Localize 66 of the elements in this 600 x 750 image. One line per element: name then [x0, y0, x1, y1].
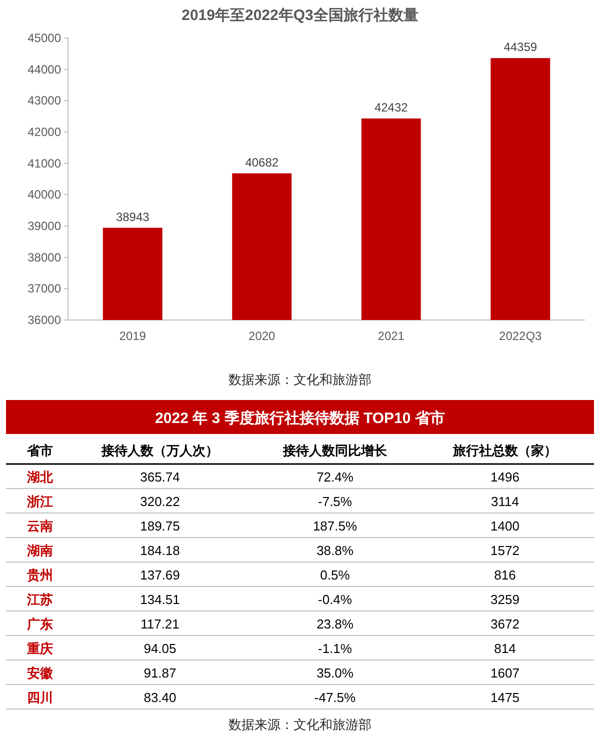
category-label: 重庆 [27, 640, 53, 656]
text: 省市 [26, 443, 53, 458]
text: 2022 年 3 季度旅行社接待数据 TOP10 省市 [155, 409, 445, 427]
category-label: 接待人数同比增长 [282, 443, 388, 458]
y-tick-label: 39000 [28, 219, 62, 233]
x-tick-label: 2022Q3 [499, 329, 542, 343]
text: 0.5% [320, 567, 350, 582]
text: 1475 [490, 690, 520, 705]
category-label: 浙江 [27, 494, 53, 509]
text: 320.22 [140, 494, 180, 509]
text: -47.5% [314, 690, 356, 705]
text: 184.18 [140, 542, 180, 558]
y-tick-label: 37000 [28, 282, 62, 296]
data-label: 44359 [504, 40, 538, 54]
text: 38.8% [316, 542, 354, 558]
text: 94.05 [144, 640, 176, 656]
source-note: 数据来源：文化和旅游部 [228, 717, 372, 732]
data-label: 42432 [374, 100, 408, 114]
text: 72.4% [316, 469, 354, 484]
text: -1.1% [318, 640, 352, 656]
text: 187.5% [312, 518, 358, 534]
text: 814 [494, 640, 516, 656]
y-tick-label: 38000 [28, 250, 62, 264]
text: -7.5% [318, 494, 352, 509]
category-label: 贵州 [27, 567, 53, 582]
text: 1572 [490, 542, 520, 558]
text: -0.4% [318, 592, 352, 607]
y-tick-label: 43000 [28, 94, 62, 108]
data-label: 40682 [245, 155, 279, 170]
text: 1607 [490, 665, 520, 680]
data-label: 38943 [116, 210, 150, 224]
x-tick-label: 2019 [119, 329, 146, 343]
y-tick-label: 36000 [28, 313, 62, 327]
text: 23.8% [316, 616, 354, 632]
x-tick-label: 2020 [248, 329, 276, 343]
category-label: 江苏 [27, 592, 53, 607]
text: 83.40 [144, 690, 176, 705]
y-tick-label: 41000 [28, 156, 62, 170]
y-tick-label: 42000 [28, 125, 62, 139]
category-label: 旅行社总数（家） [452, 443, 557, 458]
text: 137.69 [140, 567, 180, 582]
text: 3114 [491, 494, 519, 509]
category-label: 接待人数（万人次） [100, 443, 218, 458]
category-label: 广东 [27, 616, 53, 632]
category-label: 湖北 [27, 469, 53, 484]
text: 117.21 [140, 616, 180, 632]
text: 1400 [490, 518, 520, 534]
text: 134.51 [140, 592, 180, 607]
text: 189.75 [140, 518, 180, 534]
chart-title: 2019年至2022年Q3全国旅行社数量 [182, 7, 418, 24]
category-label: 四川 [27, 690, 53, 705]
text: 816 [494, 567, 516, 582]
x-tick-label: 2021 [378, 329, 405, 343]
text: 3259 [490, 592, 520, 607]
y-tick-label: 40000 [28, 188, 62, 202]
y-tick-label: 44000 [28, 62, 62, 76]
source-note: 数据来源：文化和旅游部 [228, 372, 372, 387]
y-tick-label: 45000 [28, 31, 62, 45]
category-label: 湖南 [27, 542, 53, 558]
text: 35.0% [316, 665, 354, 680]
category-label: 云南 [27, 518, 53, 534]
text: 1496 [490, 469, 520, 484]
text: 3672 [490, 616, 520, 632]
text: 365.74 [140, 469, 180, 484]
text: 91.87 [144, 665, 176, 680]
category-label: 安徽 [27, 665, 53, 680]
